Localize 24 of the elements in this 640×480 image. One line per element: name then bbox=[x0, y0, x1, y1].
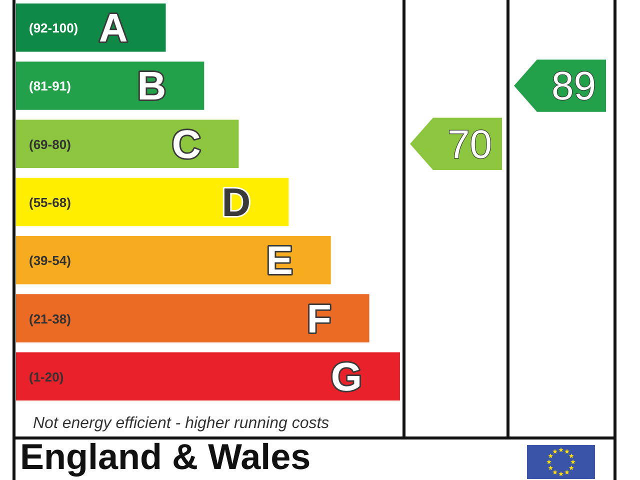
bar bbox=[16, 62, 204, 110]
bar bbox=[16, 294, 370, 342]
y-tick-label: D bbox=[222, 181, 251, 225]
y-tick-label: A bbox=[98, 6, 128, 51]
text: Not energy efficient - higher running costs bbox=[33, 415, 330, 432]
y-tick-label: E bbox=[266, 239, 293, 284]
annotation: (69-80) bbox=[29, 136, 71, 152]
bar bbox=[16, 352, 400, 401]
annotation: (1-20) bbox=[29, 369, 64, 384]
text: England & Wales bbox=[20, 436, 311, 477]
bar bbox=[16, 178, 289, 226]
annotation: (92-100) bbox=[29, 20, 78, 36]
y-tick-label: B bbox=[137, 64, 166, 109]
y-tick-label: F bbox=[306, 297, 332, 342]
bar bbox=[16, 236, 331, 284]
y-tick-label: G bbox=[330, 355, 362, 400]
annotation: (55-68) bbox=[29, 195, 71, 210]
text: 70 bbox=[448, 122, 492, 167]
annotation: (81-91) bbox=[29, 78, 71, 94]
annotation: (21-38) bbox=[29, 311, 71, 326]
annotation: (39-54) bbox=[29, 253, 71, 268]
bar bbox=[16, 120, 239, 168]
text: 89 bbox=[552, 64, 596, 109]
y-tick-label: C bbox=[172, 122, 201, 167]
